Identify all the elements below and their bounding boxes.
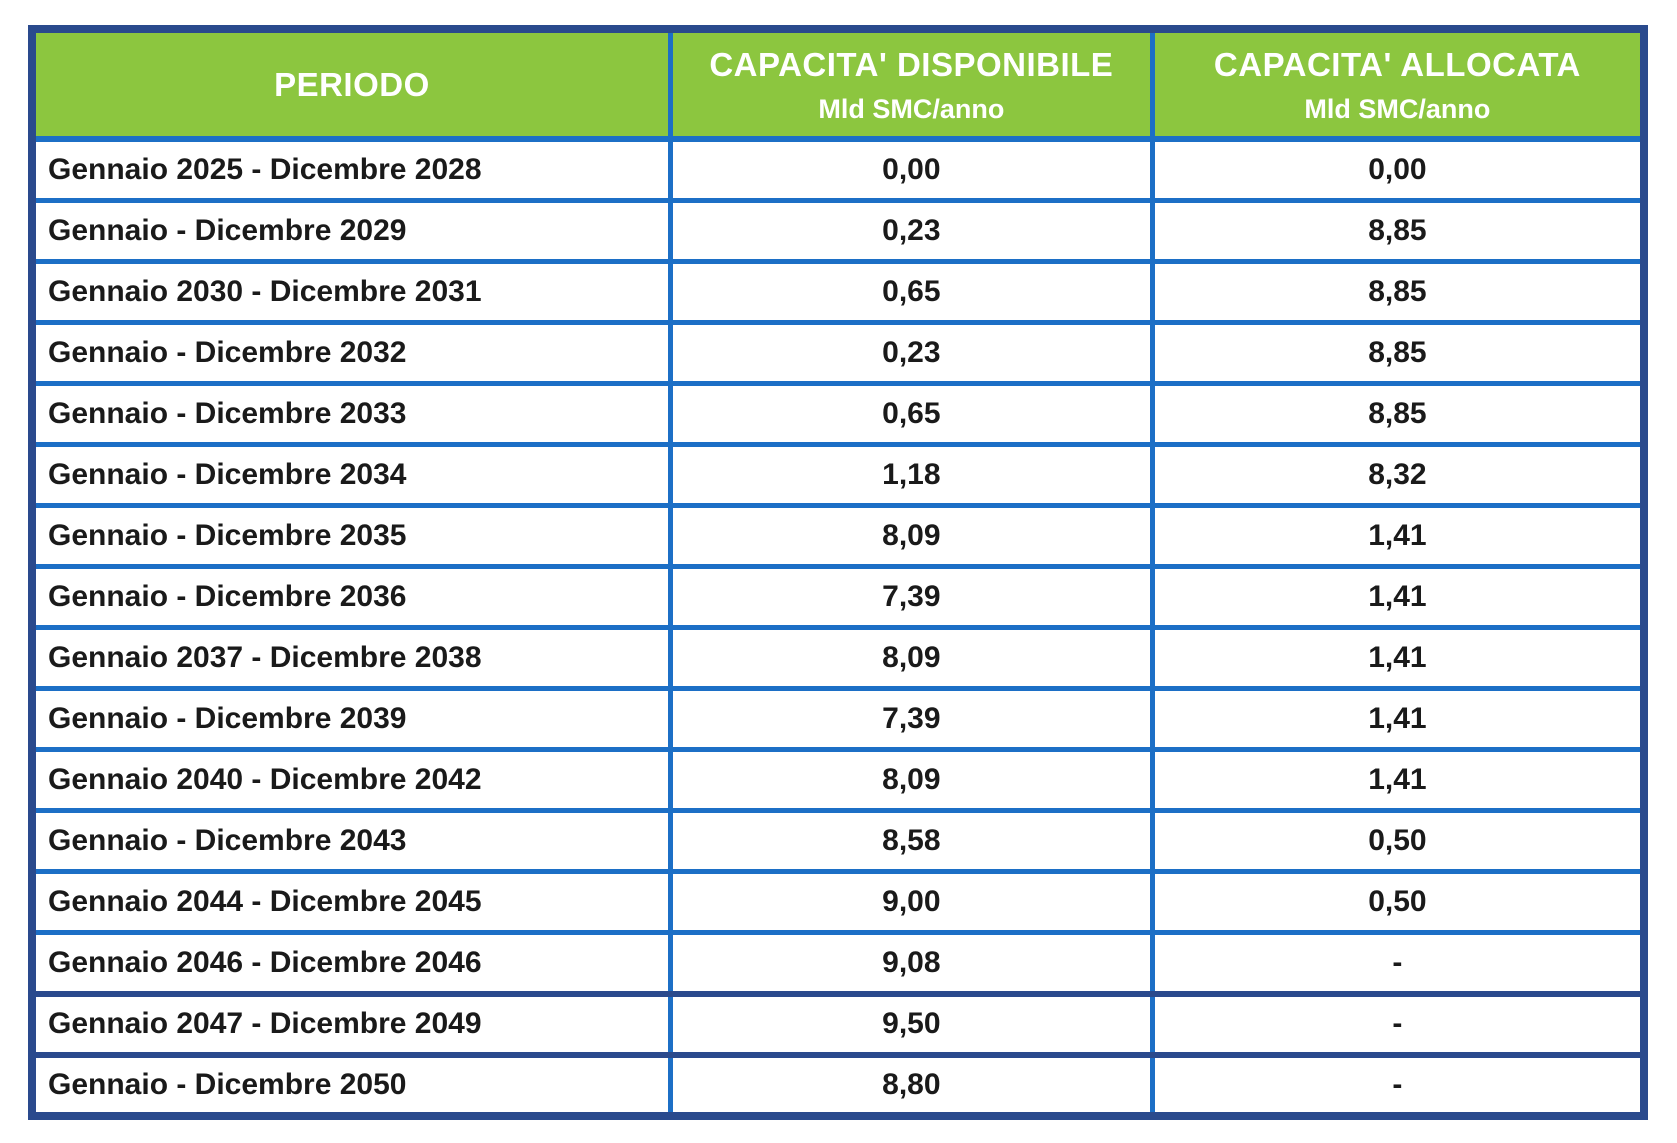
table-row: Gennaio 2046 - Dicembre 2046 9,08 - (29, 930, 1647, 997)
available-cell: 9,08 (667, 930, 1155, 997)
period-cell: Gennaio - Dicembre 2036 (29, 563, 673, 631)
available-cell: 0,23 (667, 319, 1155, 386)
allocated-cell: 0,00 (1149, 136, 1647, 203)
col-header-capacita-disponibile-title: CAPACITA' DISPONIBILE (709, 46, 1114, 84)
period-cell: Gennaio - Dicembre 2029 (29, 197, 673, 264)
period-cell: Gennaio - Dicembre 2050 (29, 1051, 673, 1119)
period-cell: Gennaio 2025 - Dicembre 2028 (29, 136, 673, 203)
available-cell: 9,50 (667, 990, 1155, 1058)
period-cell: Gennaio - Dicembre 2035 (29, 502, 673, 569)
table-row: Gennaio - Dicembre 2034 1,18 8,32 (29, 441, 1647, 508)
allocated-cell: 0,50 (1149, 869, 1647, 936)
available-cell: 1,18 (667, 441, 1155, 508)
table-row: Gennaio 2030 - Dicembre 2031 0,65 8,85 (29, 258, 1647, 325)
allocated-cell: 1,41 (1149, 747, 1647, 814)
available-cell: 0,65 (667, 380, 1155, 447)
table-row: Gennaio 2047 - Dicembre 2049 9,50 - (29, 990, 1647, 1058)
col-header-capacita-allocata-unit: Mld SMC/anno (1304, 93, 1491, 124)
col-header-periodo: PERIODO (29, 26, 673, 142)
available-cell: 8,09 (667, 502, 1155, 569)
period-cell: Gennaio 2040 - Dicembre 2042 (29, 747, 673, 814)
allocated-cell: - (1149, 1051, 1647, 1119)
period-cell: Gennaio - Dicembre 2034 (29, 441, 673, 508)
table-row: Gennaio - Dicembre 2035 8,09 1,41 (29, 502, 1647, 569)
allocated-cell: - (1149, 990, 1647, 1058)
capacity-table: PERIODO CAPACITA' DISPONIBILE Mld SMC/an… (28, 25, 1648, 1120)
col-header-capacita-disponibile: CAPACITA' DISPONIBILE Mld SMC/anno (667, 26, 1155, 142)
available-cell: 7,39 (667, 686, 1155, 753)
table-body: Gennaio 2025 - Dicembre 2028 0,00 0,00 G… (29, 136, 1647, 1119)
period-cell: Gennaio 2047 - Dicembre 2049 (29, 990, 673, 1058)
table-header: PERIODO CAPACITA' DISPONIBILE Mld SMC/an… (29, 26, 1647, 142)
available-cell: 7,39 (667, 563, 1155, 631)
table-row: Gennaio 2025 - Dicembre 2028 0,00 0,00 (29, 136, 1647, 203)
allocated-cell: - (1149, 930, 1647, 997)
table-row: Gennaio - Dicembre 2033 0,65 8,85 (29, 380, 1647, 447)
col-header-capacita-disponibile-unit: Mld SMC/anno (818, 93, 1005, 124)
period-cell: Gennaio - Dicembre 2033 (29, 380, 673, 447)
table-row: Gennaio 2040 - Dicembre 2042 8,09 1,41 (29, 747, 1647, 814)
period-cell: Gennaio - Dicembre 2039 (29, 686, 673, 753)
available-cell: 9,00 (667, 869, 1155, 936)
table-row: Gennaio - Dicembre 2050 8,80 - (29, 1051, 1647, 1119)
allocated-cell: 1,41 (1149, 502, 1647, 569)
table-row: Gennaio - Dicembre 2032 0,23 8,85 (29, 319, 1647, 386)
period-cell: Gennaio 2037 - Dicembre 2038 (29, 624, 673, 692)
available-cell: 8,09 (667, 624, 1155, 692)
table-row: Gennaio - Dicembre 2039 7,39 1,41 (29, 686, 1647, 753)
header-row: PERIODO CAPACITA' DISPONIBILE Mld SMC/an… (29, 26, 1647, 142)
table-row: Gennaio - Dicembre 2029 0,23 8,85 (29, 197, 1647, 264)
allocated-cell: 1,41 (1149, 563, 1647, 631)
col-header-capacita-allocata-title: CAPACITA' ALLOCATA (1213, 46, 1581, 84)
col-header-capacita-allocata: CAPACITA' ALLOCATA Mld SMC/anno (1149, 26, 1647, 142)
table-row: Gennaio 2037 - Dicembre 2038 8,09 1,41 (29, 624, 1647, 692)
allocated-cell: 1,41 (1149, 624, 1647, 692)
allocated-cell: 8,85 (1149, 319, 1647, 386)
table-row: Gennaio - Dicembre 2043 8,58 0,50 (29, 808, 1647, 875)
period-cell: Gennaio - Dicembre 2032 (29, 319, 673, 386)
available-cell: 0,65 (667, 258, 1155, 325)
allocated-cell: 1,41 (1149, 686, 1647, 753)
available-cell: 8,09 (667, 747, 1155, 814)
period-cell: Gennaio - Dicembre 2043 (29, 808, 673, 875)
allocated-cell: 8,85 (1149, 380, 1647, 447)
allocated-cell: 8,32 (1149, 441, 1647, 508)
col-header-periodo-title: PERIODO (274, 65, 430, 103)
table-row: Gennaio 2044 - Dicembre 2045 9,00 0,50 (29, 869, 1647, 936)
available-cell: 8,80 (667, 1051, 1155, 1119)
available-cell: 0,23 (667, 197, 1155, 264)
table-row: Gennaio - Dicembre 2036 7,39 1,41 (29, 563, 1647, 631)
allocated-cell: 8,85 (1149, 197, 1647, 264)
period-cell: Gennaio 2030 - Dicembre 2031 (29, 258, 673, 325)
allocated-cell: 8,85 (1149, 258, 1647, 325)
available-cell: 8,58 (667, 808, 1155, 875)
available-cell: 0,00 (667, 136, 1155, 203)
period-cell: Gennaio 2046 - Dicembre 2046 (29, 930, 673, 997)
period-cell: Gennaio 2044 - Dicembre 2045 (29, 869, 673, 936)
allocated-cell: 0,50 (1149, 808, 1647, 875)
